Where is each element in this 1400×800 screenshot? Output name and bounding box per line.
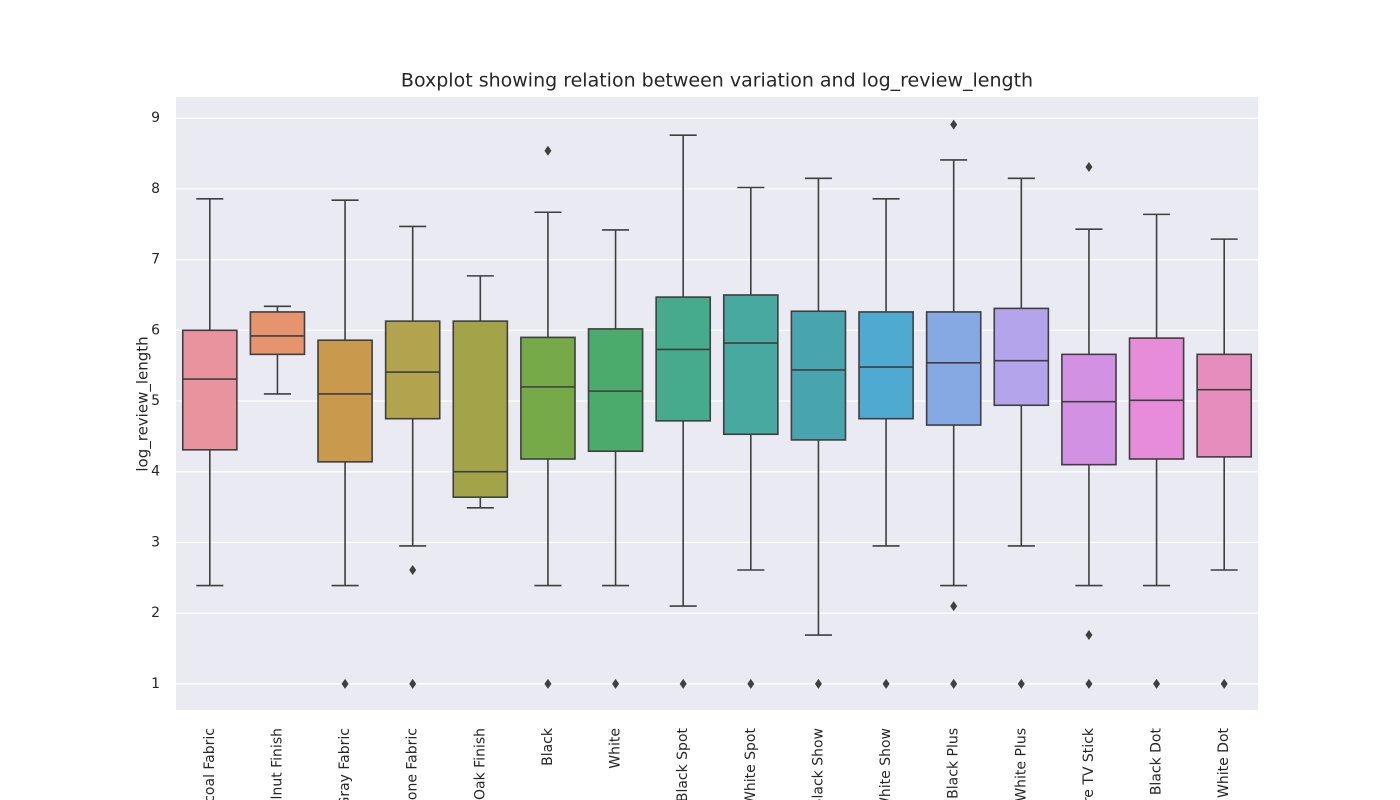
box: [587, 328, 644, 453]
outlier: [544, 678, 552, 689]
box: [1128, 337, 1185, 460]
outlier: [1085, 161, 1093, 172]
outlier: [950, 678, 958, 689]
outlier: [1153, 678, 1161, 689]
box: [993, 307, 1050, 407]
x-tick-label: Black Spot: [675, 727, 691, 800]
y-tick-label: 6: [151, 322, 160, 338]
y-tick-label: 3: [151, 534, 160, 550]
x-tick-label: Black Plus: [946, 728, 962, 799]
x-tick-label: White: [608, 728, 624, 769]
outlier: [409, 565, 417, 576]
x-tick-label: White Show: [878, 728, 894, 800]
outlier: [950, 601, 958, 612]
marks: [181, 119, 1253, 689]
outlier: [882, 678, 890, 689]
outlier: [409, 678, 417, 689]
box: [520, 336, 576, 460]
outlier: [814, 678, 822, 689]
y-tick-label: 4: [151, 464, 160, 480]
x-tick-label: Black Dot: [1149, 727, 1165, 795]
y-tick-label: 1: [151, 676, 160, 692]
box: [925, 311, 982, 426]
x-tick-label: White Spot: [743, 728, 759, 800]
x-tick-label: Heather Gray Fabric: [337, 728, 353, 800]
outlier: [950, 119, 958, 130]
box: [1196, 353, 1253, 458]
box: [858, 311, 914, 420]
box: [452, 320, 509, 498]
box: [181, 329, 238, 451]
x-tick-label: Black: [540, 727, 556, 766]
box: [317, 339, 373, 463]
x-tick-label: Configuration: Fire TV Stick: [1081, 727, 1097, 800]
x-tick-label: Walnut Finish: [269, 728, 285, 800]
outlier: [679, 678, 687, 689]
outlier: [544, 145, 552, 156]
outlier: [1017, 678, 1025, 689]
y-tick-label: 2: [151, 605, 160, 621]
outlier: [1220, 678, 1228, 689]
outlier: [1085, 630, 1093, 641]
x-tick-label: Sandstone Fabric: [405, 728, 421, 800]
chart-title: Boxplot showing relation between variati…: [401, 70, 1033, 92]
outlier: [612, 678, 620, 689]
outlier: [1085, 678, 1093, 689]
box: [790, 310, 847, 441]
x-tick-label: Charcoal Fabric: [202, 728, 218, 800]
y-tick-label: 8: [151, 181, 160, 197]
y-tick-label: 7: [151, 252, 160, 268]
outlier: [747, 678, 755, 689]
x-tick-label: Black Show: [810, 728, 826, 800]
box: [1061, 353, 1117, 466]
y-tick-label: 5: [151, 393, 160, 409]
x-tick-label: White Dot: [1216, 727, 1232, 798]
y-axis-label: log_review_length: [134, 336, 153, 471]
y-tick-label: 9: [151, 110, 160, 126]
outlier: [341, 678, 349, 689]
box: [722, 294, 779, 436]
grid: [176, 117, 1258, 685]
box: [655, 296, 712, 422]
box: [384, 320, 441, 420]
box: [249, 311, 306, 356]
x-tick-label: Oak Finish: [472, 728, 488, 800]
x-tick-label: White Plus: [1013, 728, 1029, 800]
